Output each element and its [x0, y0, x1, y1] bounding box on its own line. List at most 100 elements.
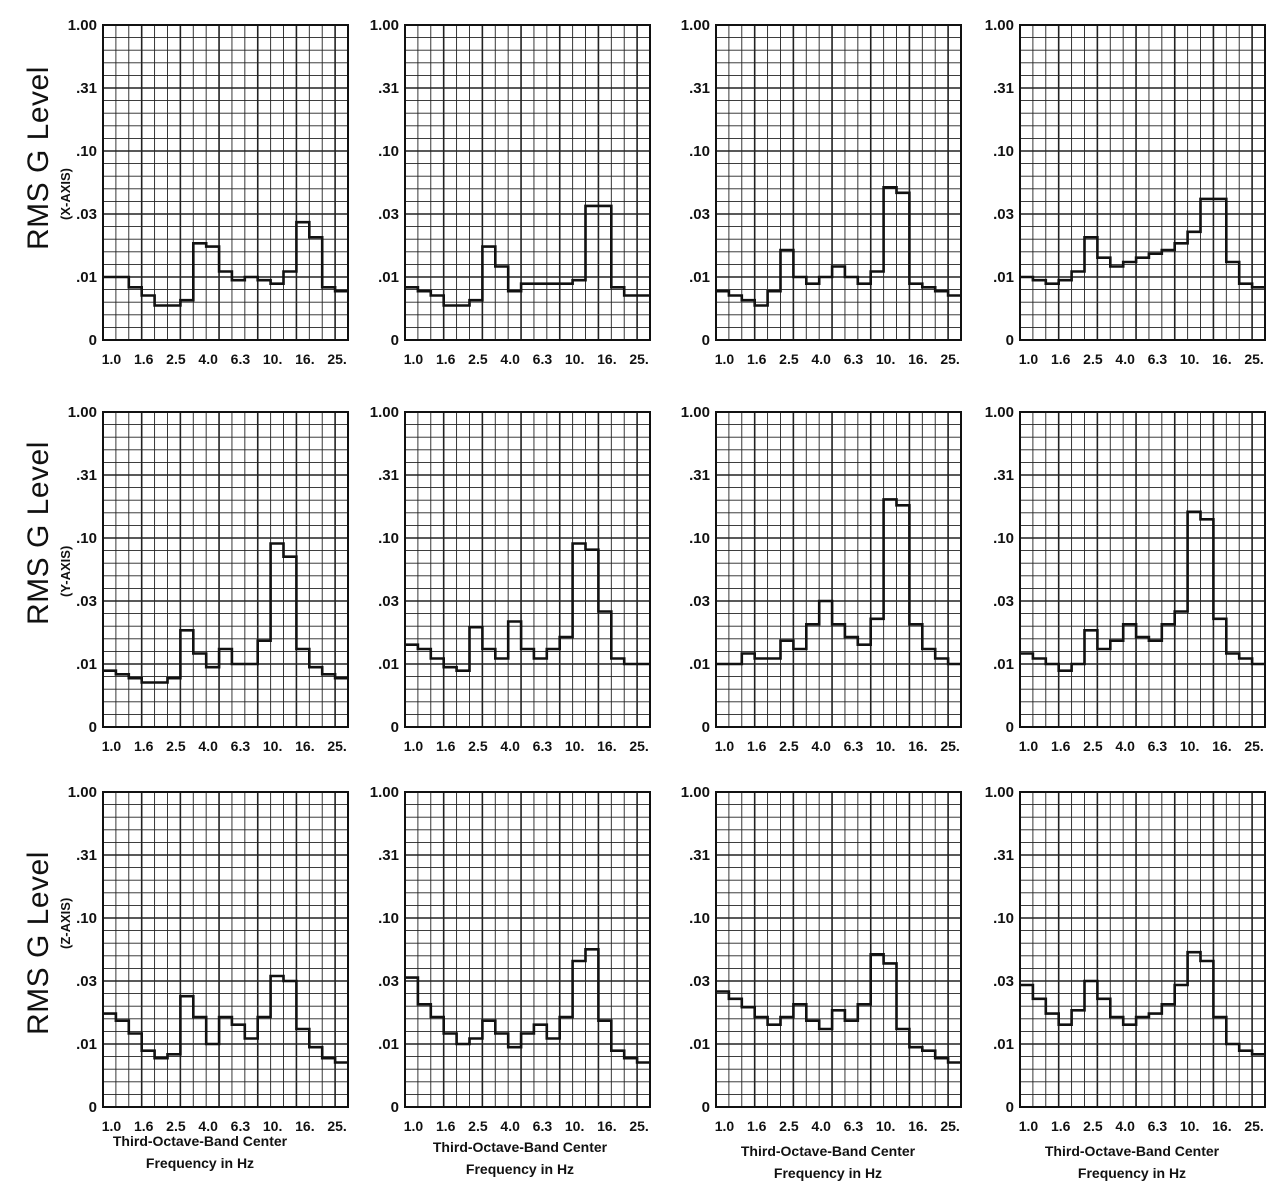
y-tick-label: 1.00	[68, 784, 97, 801]
x-axis-label-3: Third-Octave-Band Center Frequency in Hz	[683, 1140, 973, 1184]
y-tick-label: .01	[76, 1036, 97, 1053]
x-tick-label: 1.0	[404, 1118, 424, 1134]
plot-frame	[1019, 411, 1266, 728]
y-tick-label: 0	[391, 1099, 399, 1116]
y-tick-label: 0	[391, 332, 399, 349]
plot-area: 0 .01 .03 .10 .31 1.00 1.0 1.6 2.5 4.0 6.3 10. 16. 25…	[68, 404, 349, 754]
series-line	[716, 186, 961, 307]
chart-panel-12: 0 .01 .03 .10 .31 1.00 1.0 1.6 2.5 4.0 6.3 10. 16. 25…	[985, 784, 1266, 1134]
x-tick-label: 10.	[1180, 1118, 1199, 1134]
x-tick-label: 25.	[327, 351, 346, 367]
x-tick-label: 10.	[565, 738, 584, 754]
x-tick-label: 1.0	[715, 351, 735, 367]
x-tick-label: 1.6	[436, 351, 456, 367]
x-tick-label: 1.0	[715, 1118, 735, 1134]
y-tick-label: .31	[76, 847, 97, 864]
y-tick-label: .31	[76, 80, 97, 97]
series-line	[1020, 197, 1265, 289]
x-tick-label: 25.	[940, 738, 959, 754]
x-tick-label: 6.3	[533, 1118, 553, 1134]
x-tick-label: 10.	[263, 738, 282, 754]
chart-panel-4: 0 .01 .03 .10 .31 1.00 1.0 1.6 2.5 4.0 6.3 10. 16. 25…	[985, 17, 1266, 367]
x-tick-label: 10.	[1180, 351, 1199, 367]
chart-panel-2: 0 .01 .03 .10 .31 1.00 1.0 1.6 2.5 4.0 6.3 10. 16. 25…	[370, 17, 651, 367]
x-tick-label: 10.	[1180, 738, 1199, 754]
y-tick-label: 0	[89, 1099, 97, 1116]
x-tick-label: 16.	[295, 1118, 314, 1134]
x-tick-label: 25.	[629, 738, 648, 754]
x-tick-label: 10.	[565, 351, 584, 367]
y-tick-label: .01	[689, 656, 710, 673]
x-tick-label: 2.5	[166, 351, 186, 367]
x-tick-label: 6.3	[533, 351, 553, 367]
y-tick-label: 1.00	[681, 17, 710, 34]
chart-panel-1: 0 .01 .03 .10 .31 1.00 1.0 1.6 2.5 4.0 6.3 10. 16. 25…	[68, 17, 349, 367]
y-tick-label: .03	[993, 973, 1014, 990]
x-tick-label: 4.0	[811, 1118, 831, 1134]
y-tick-label: .01	[689, 269, 710, 286]
plot-area: 0 .01 .03 .10 .31 1.00 1.0 1.6 2.5 4.0 6.3 10. 16. 25…	[681, 784, 962, 1134]
x-axis-label-line1: Third-Octave-Band Center	[1044, 1143, 1220, 1159]
x-tick-label: 1.6	[1051, 738, 1071, 754]
series-line	[405, 948, 650, 1064]
x-tick-label: 4.0	[811, 351, 831, 367]
plot-area: 0 .01 .03 .10 .31 1.00 1.0 1.6 2.5 4.0 6.3 10. 16. 25…	[370, 17, 651, 367]
x-tick-label: 6.3	[1148, 738, 1168, 754]
x-axis-label-line1: Third-Octave-Band Center	[740, 1143, 916, 1159]
y-tick-label: .03	[76, 206, 97, 223]
chart-panel-6: 0 .01 .03 .10 .31 1.00 1.0 1.6 2.5 4.0 6.3 10. 16. 25…	[370, 404, 651, 754]
y-tick-label: .31	[993, 80, 1014, 97]
x-tick-label: 4.0	[1115, 351, 1135, 367]
y-tick-label: .10	[993, 910, 1014, 927]
chart-panel-7: 0 .01 .03 .10 .31 1.00 1.0 1.6 2.5 4.0 6.3 10. 16. 25…	[681, 404, 962, 754]
y-tick-label: 1.00	[681, 404, 710, 421]
chart-panel-5: 0 .01 .03 .10 .31 1.00 1.0 1.6 2.5 4.0 6.3 10. 16. 25…	[68, 404, 349, 754]
y-tick-label: .31	[993, 467, 1014, 484]
x-tick-label: 2.5	[468, 738, 488, 754]
plot-frame	[102, 791, 349, 1108]
series-line	[103, 542, 348, 684]
x-tick-label: 16.	[1212, 351, 1231, 367]
x-axis-label-line2: Frequency in Hz	[145, 1155, 255, 1171]
x-axis-label-line1: Third-Octave-Band Center	[112, 1133, 288, 1149]
x-tick-label: 6.3	[1148, 351, 1168, 367]
y-tick-label: .01	[993, 656, 1014, 673]
x-tick-label: 16.	[597, 738, 616, 754]
x-tick-label: 10.	[263, 1118, 282, 1134]
y-tick-label: .03	[76, 973, 97, 990]
y-tick-label: 1.00	[370, 784, 399, 801]
plot-frame	[715, 411, 962, 728]
y-tick-label: .03	[689, 593, 710, 610]
x-tick-label: 2.5	[468, 1118, 488, 1134]
x-tick-label: 1.0	[404, 738, 424, 754]
x-tick-label: 16.	[597, 1118, 616, 1134]
x-tick-label: 4.0	[500, 1118, 520, 1134]
x-tick-label: 6.3	[231, 738, 251, 754]
y-tick-label: .10	[76, 910, 97, 927]
x-tick-label: 4.0	[1115, 1118, 1135, 1134]
y-tick-label: 1.00	[985, 784, 1014, 801]
y-tick-label: 1.00	[370, 17, 399, 34]
chart-panel-10: 0 .01 .03 .10 .31 1.00 1.0 1.6 2.5 4.0 6.3 10. 16. 25…	[370, 784, 651, 1134]
y-tick-label: .31	[76, 467, 97, 484]
y-tick-label: .31	[378, 847, 399, 864]
plot-area: 0 .01 .03 .10 .31 1.00 1.0 1.6 2.5 4.0 6.3 10. 16. 25…	[370, 784, 651, 1134]
y-tick-label: .31	[689, 80, 710, 97]
x-tick-label: 2.5	[779, 351, 799, 367]
y-tick-label: 0	[702, 1099, 710, 1116]
y-tick-label: .01	[993, 1036, 1014, 1053]
y-tick-label: .10	[993, 143, 1014, 160]
y-tick-label: .01	[378, 269, 399, 286]
plot-frame	[715, 24, 962, 341]
x-tick-label: 25.	[629, 351, 648, 367]
series-line	[1020, 950, 1265, 1056]
x-axis-label-line1: Third-Octave-Band Center	[432, 1139, 608, 1155]
x-tick-label: 2.5	[166, 738, 186, 754]
x-tick-label: 6.3	[231, 351, 251, 367]
x-tick-label: 2.5	[166, 1118, 186, 1134]
x-tick-label: 1.0	[1019, 351, 1039, 367]
series-line	[103, 220, 348, 307]
y-tick-label: 1.00	[681, 784, 710, 801]
x-tick-label: 25.	[1244, 1118, 1263, 1134]
